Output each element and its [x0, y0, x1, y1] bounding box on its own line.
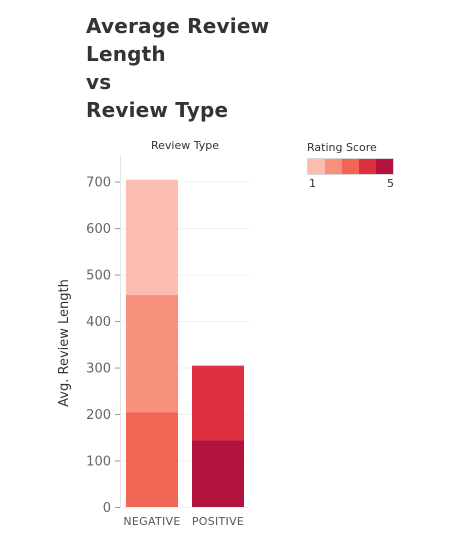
column-header: Review Type	[150, 139, 219, 152]
chart-title: Average Review Length vs Review Type	[86, 12, 269, 124]
bar-negative-rating-3	[126, 412, 178, 507]
category-label-positive: POSITIVE	[192, 515, 244, 528]
color-legend[interactable]: Rating Score 1 5	[307, 141, 394, 191]
y-tick-label: 100	[86, 455, 111, 470]
category-label-negative: NEGATIVE	[123, 515, 180, 528]
legend-swatches	[307, 158, 394, 175]
legend-title: Rating Score	[307, 141, 377, 154]
legend-swatch-4	[359, 159, 376, 174]
title-line-4: Review Type	[86, 98, 229, 122]
legend-swatch-2	[325, 159, 342, 174]
bar-positive-rating-4	[192, 365, 244, 441]
y-tick-label: 200	[86, 408, 111, 423]
legend-swatch-3	[342, 159, 359, 174]
bar-positive-rating-5	[192, 440, 244, 507]
title-line-2: Length	[86, 42, 166, 66]
y-tick-label: 700	[86, 176, 111, 191]
title-line-3: vs	[86, 70, 112, 94]
legend-swatch-5	[376, 159, 393, 174]
legend-labels: 1 5	[307, 177, 394, 191]
y-tick-label: 300	[86, 362, 111, 377]
category-labels: NEGATIVE POSITIVE	[123, 515, 244, 528]
y-tick-label: 600	[86, 222, 111, 237]
legend-min-label: 1	[309, 177, 316, 190]
legend-max-label: 5	[387, 177, 394, 190]
bar-negative-rating-2	[126, 295, 178, 413]
legend-swatch-1	[308, 159, 325, 174]
y-tick-label: 500	[86, 269, 111, 284]
y-tick-label: 400	[86, 315, 111, 330]
bars	[126, 179, 244, 507]
title-line-1: Average Review	[86, 14, 270, 38]
y-axis-ticks: 0 100 200 300 400 500 600 700	[86, 176, 120, 516]
y-axis-label: Avg. Review Length	[57, 279, 72, 407]
y-tick-label: 0	[103, 501, 111, 516]
bar-negative-rating-1	[126, 179, 178, 296]
